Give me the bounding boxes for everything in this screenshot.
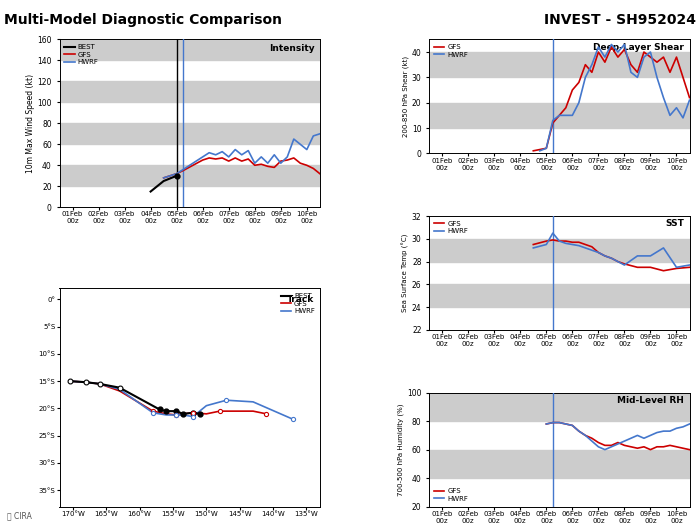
Text: Intensity: Intensity bbox=[269, 45, 314, 54]
Y-axis label: 700-500 hPa Humidity (%): 700-500 hPa Humidity (%) bbox=[398, 403, 405, 496]
Bar bbox=[60, 165, 320, 186]
Legend: BEST, GFS, HWRF: BEST, GFS, HWRF bbox=[279, 292, 316, 316]
Legend: BEST, GFS, HWRF: BEST, GFS, HWRF bbox=[63, 43, 100, 66]
Legend: GFS, HWRF: GFS, HWRF bbox=[433, 219, 470, 236]
Bar bbox=[60, 81, 320, 102]
Text: SST: SST bbox=[666, 219, 685, 228]
Bar bbox=[429, 103, 690, 128]
Legend: GFS, HWRF: GFS, HWRF bbox=[433, 487, 470, 503]
Y-axis label: Sea Surface Temp (°C): Sea Surface Temp (°C) bbox=[402, 234, 409, 312]
Bar bbox=[60, 39, 320, 60]
Text: Ⓝ CIRA: Ⓝ CIRA bbox=[7, 512, 32, 521]
Bar bbox=[429, 285, 690, 307]
Text: Multi-Model Diagnostic Comparison: Multi-Model Diagnostic Comparison bbox=[4, 13, 281, 27]
Y-axis label: 10m Max Wind Speed (kt): 10m Max Wind Speed (kt) bbox=[26, 74, 34, 173]
Bar bbox=[429, 239, 690, 261]
Text: INVEST - SH952024: INVEST - SH952024 bbox=[545, 13, 696, 27]
Bar bbox=[60, 123, 320, 144]
Legend: GFS, HWRF: GFS, HWRF bbox=[433, 43, 470, 59]
Y-axis label: 200-850 hPa Shear (kt): 200-850 hPa Shear (kt) bbox=[402, 56, 409, 137]
Bar bbox=[429, 52, 690, 77]
Text: Mid-Level RH: Mid-Level RH bbox=[617, 396, 685, 405]
Text: Deep-Layer Shear: Deep-Layer Shear bbox=[594, 43, 685, 52]
Bar bbox=[429, 449, 690, 478]
Bar bbox=[429, 393, 690, 421]
Text: Track: Track bbox=[288, 295, 314, 304]
